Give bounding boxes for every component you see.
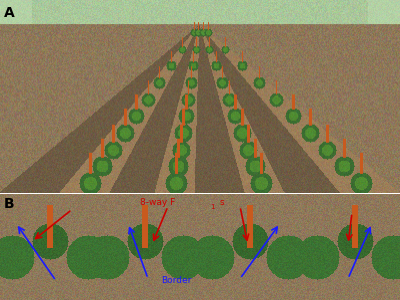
Text: 8-way F: 8-way F bbox=[140, 197, 175, 206]
Text: Border: Border bbox=[161, 276, 191, 285]
Text: s: s bbox=[220, 197, 225, 206]
Text: 1: 1 bbox=[210, 204, 214, 210]
Text: A: A bbox=[4, 6, 15, 20]
Text: B: B bbox=[4, 197, 15, 211]
